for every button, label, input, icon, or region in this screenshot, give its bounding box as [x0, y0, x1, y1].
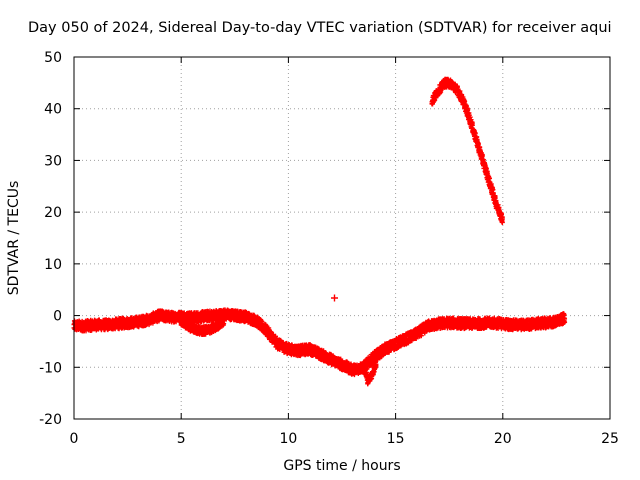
series-layer	[71, 76, 568, 387]
data-point	[562, 319, 568, 325]
series-arc	[429, 76, 505, 225]
y-axis-label: SDTVAR / TECUs	[6, 181, 22, 296]
data-point	[330, 294, 338, 302]
y-tick-label: -10	[39, 360, 62, 376]
series-side-branch	[178, 315, 227, 338]
y-tick-label: 50	[44, 50, 62, 66]
y-tick-label: 0	[53, 309, 62, 325]
x-tick-label: 20	[494, 431, 512, 447]
x-tick-label: 0	[70, 431, 79, 447]
series-main-band	[71, 307, 568, 378]
ticks: 0 5 10 15 20 25 -20 -10 0 10 20 30 40 50	[39, 50, 619, 447]
series-outlier	[330, 294, 338, 302]
chart-title: Day 050 of 2024, Sidereal Day-to-day VTE…	[28, 20, 612, 36]
y-tick-label: 20	[44, 205, 62, 221]
x-tick-label: 25	[601, 431, 619, 447]
x-tick-label: 10	[279, 431, 297, 447]
y-tick-label: 40	[44, 102, 62, 118]
y-tick-label: 10	[44, 257, 62, 273]
y-tick-label: -20	[39, 412, 62, 428]
x-tick-label: 15	[387, 431, 405, 447]
x-axis-label: GPS time / hours	[283, 458, 400, 474]
x-tick-label: 5	[177, 431, 186, 447]
data-point	[259, 318, 265, 324]
grid	[74, 57, 610, 419]
y-tick-label: 30	[44, 153, 62, 169]
